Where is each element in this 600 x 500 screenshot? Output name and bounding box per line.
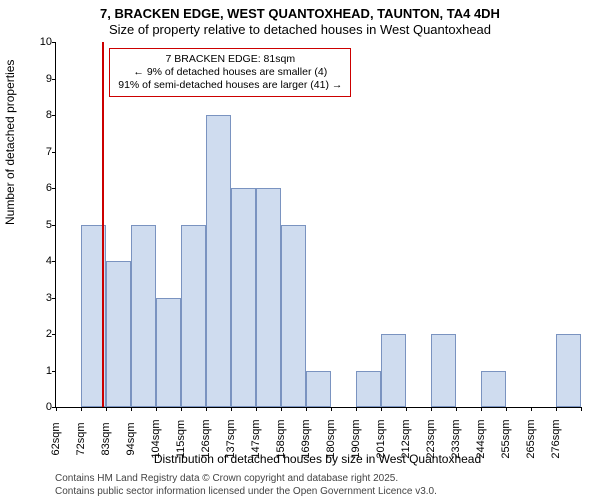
x-tick-mark — [231, 407, 232, 411]
histogram-bar — [481, 371, 506, 408]
y-tick-label: 0 — [28, 401, 52, 413]
y-tick-label: 10 — [28, 36, 52, 48]
chart-subtitle: Size of property relative to detached ho… — [0, 22, 600, 37]
histogram-bar — [231, 188, 256, 407]
x-tick-mark — [306, 407, 307, 411]
y-tick-label: 9 — [28, 73, 52, 85]
y-tick-mark — [52, 225, 56, 226]
histogram-bar — [381, 334, 406, 407]
chart-title: 7, BRACKEN EDGE, WEST QUANTOXHEAD, TAUNT… — [0, 6, 600, 21]
x-tick-mark — [106, 407, 107, 411]
x-tick-label: 62sqm — [50, 422, 62, 455]
annotation-line2: ← 9% of detached houses are smaller (4) — [118, 66, 342, 79]
y-axis-label: Number of detached properties — [3, 60, 17, 225]
y-tick-mark — [52, 79, 56, 80]
y-tick-mark — [52, 115, 56, 116]
y-tick-label: 4 — [28, 255, 52, 267]
y-tick-label: 7 — [28, 146, 52, 158]
histogram-bar — [156, 298, 181, 408]
annotation-line3: 91% of semi-detached houses are larger (… — [118, 79, 342, 92]
x-tick-mark — [181, 407, 182, 411]
y-tick-mark — [52, 42, 56, 43]
histogram-bar — [306, 371, 331, 408]
y-tick-label: 5 — [28, 219, 52, 231]
chart-container: 7, BRACKEN EDGE, WEST QUANTOXHEAD, TAUNT… — [0, 0, 600, 500]
histogram-bar — [131, 225, 156, 408]
y-tick-label: 3 — [28, 292, 52, 304]
histogram-bar — [281, 225, 306, 408]
x-axis-label: Distribution of detached houses by size … — [55, 452, 580, 466]
y-tick-label: 8 — [28, 109, 52, 121]
histogram-bar — [356, 371, 381, 408]
x-tick-label: 72sqm — [75, 422, 87, 455]
histogram-bar — [256, 188, 281, 407]
y-tick-mark — [52, 261, 56, 262]
x-tick-mark — [406, 407, 407, 411]
x-tick-label: 83sqm — [100, 422, 112, 455]
y-tick-label: 2 — [28, 328, 52, 340]
y-tick-mark — [52, 188, 56, 189]
y-tick-mark — [52, 298, 56, 299]
x-tick-mark — [431, 407, 432, 411]
y-tick-mark — [52, 334, 56, 335]
histogram-bar — [181, 225, 206, 408]
footer-line1: Contains HM Land Registry data © Crown c… — [55, 473, 437, 486]
y-tick-mark — [52, 371, 56, 372]
x-tick-mark — [356, 407, 357, 411]
y-tick-mark — [52, 152, 56, 153]
x-tick-mark — [506, 407, 507, 411]
x-tick-mark — [456, 407, 457, 411]
histogram-bar — [106, 261, 131, 407]
x-tick-mark — [131, 407, 132, 411]
x-tick-mark — [481, 407, 482, 411]
footer-line2: Contains public sector information licen… — [55, 486, 437, 499]
histogram-bar — [206, 115, 231, 407]
x-tick-mark — [206, 407, 207, 411]
x-tick-mark — [556, 407, 557, 411]
footer-attribution: Contains HM Land Registry data © Crown c… — [55, 473, 437, 498]
y-tick-label: 1 — [28, 365, 52, 377]
reference-line — [102, 42, 104, 407]
x-tick-label: 94sqm — [125, 422, 137, 455]
x-tick-mark — [581, 407, 582, 411]
annotation-box: 7 BRACKEN EDGE: 81sqm← 9% of detached ho… — [109, 48, 351, 97]
x-tick-mark — [531, 407, 532, 411]
x-tick-mark — [381, 407, 382, 411]
y-tick-label: 6 — [28, 182, 52, 194]
x-tick-mark — [281, 407, 282, 411]
histogram-bar — [431, 334, 456, 407]
x-tick-mark — [81, 407, 82, 411]
histogram-bar — [556, 334, 581, 407]
annotation-line1: 7 BRACKEN EDGE: 81sqm — [118, 53, 342, 66]
x-tick-mark — [156, 407, 157, 411]
x-tick-mark — [331, 407, 332, 411]
x-tick-mark — [56, 407, 57, 411]
plot-area: 01234567891062sqm72sqm83sqm94sqm104sqm11… — [55, 42, 581, 408]
x-tick-mark — [256, 407, 257, 411]
